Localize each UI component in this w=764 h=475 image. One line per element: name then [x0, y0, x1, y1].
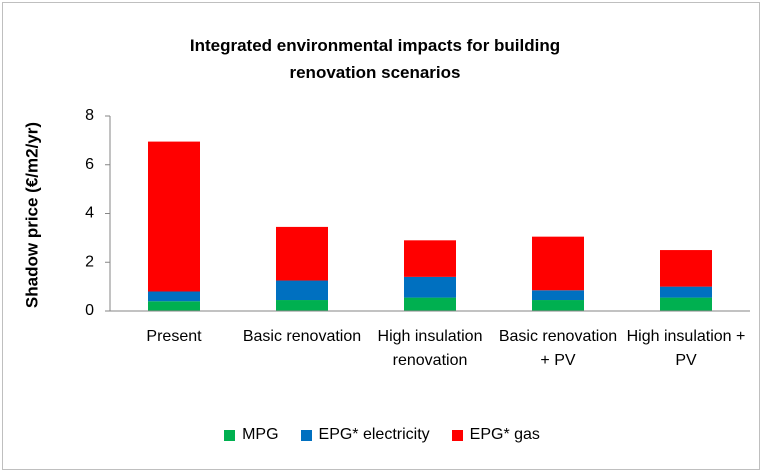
legend-label: MPG [242, 426, 279, 443]
y-tick-label: 2 [85, 253, 94, 270]
bar-segment [148, 291, 200, 302]
y-tick-label: 6 [85, 156, 94, 173]
legend-label: EPG* electricity [318, 426, 430, 443]
bar-segment [404, 297, 456, 311]
y-tick-label: 4 [85, 205, 94, 222]
legend-swatch [451, 429, 463, 441]
bar-segment [148, 301, 200, 311]
legend-item: MPG [224, 426, 279, 444]
bar-segment [660, 286, 712, 298]
y-tick-label: 0 [85, 302, 94, 319]
legend-item: EPG* electricity [300, 426, 430, 444]
bar-segment [276, 280, 328, 301]
chart-frame [2, 2, 760, 470]
bar-segment [404, 276, 456, 298]
bar-segment [532, 290, 584, 301]
bar-segment [276, 300, 328, 311]
x-tick-label: High insulation + PV [626, 328, 746, 369]
x-tick-label: Basic renovation [242, 328, 362, 345]
x-tick-label: High insulation renovation [377, 328, 483, 369]
y-axis-label: Shadow price (€/m2/yr) [22, 122, 41, 308]
legend-swatch [224, 429, 236, 441]
legend-label: EPG* gas [469, 426, 540, 443]
y-tick-label: 8 [85, 107, 94, 124]
x-tick-label: Basic renovation + PV [498, 328, 618, 369]
bar-segment [532, 300, 584, 311]
x-tick-label: Present [146, 328, 202, 345]
bar-segment [660, 250, 712, 287]
bar-segment [532, 236, 584, 291]
chart-title: Integrated environmental impacts for bui… [189, 36, 561, 82]
bar-segment [276, 226, 328, 281]
bar-segment [148, 141, 200, 292]
legend-swatch [300, 429, 312, 441]
bar-segment [404, 240, 456, 277]
legend-item: EPG* gas [451, 426, 540, 444]
bar-segment [660, 297, 712, 311]
legend: MPG EPG* electricity EPG* gas [0, 426, 764, 444]
